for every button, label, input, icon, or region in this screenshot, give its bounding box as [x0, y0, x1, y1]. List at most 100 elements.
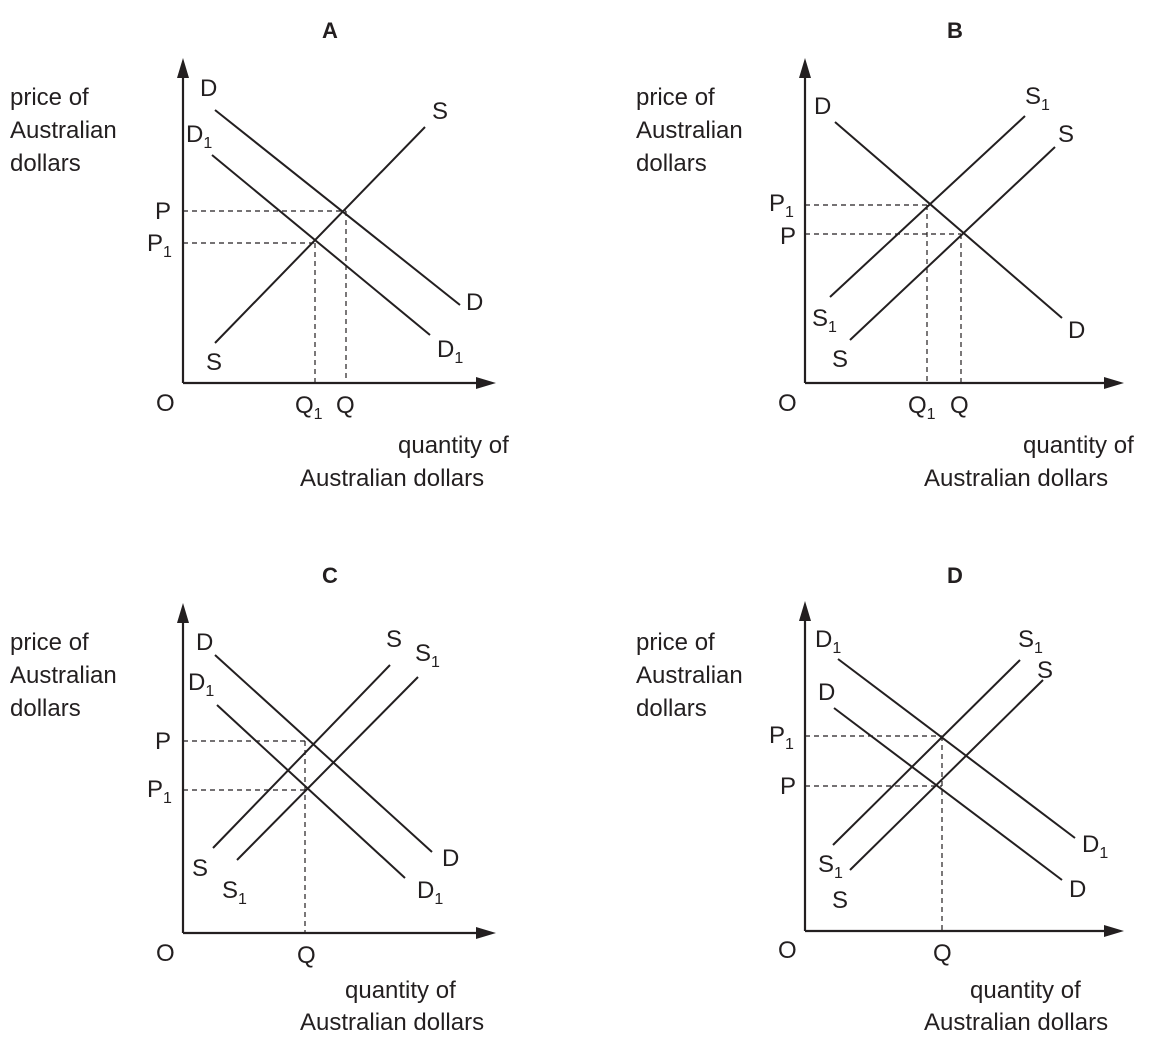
- supply-s1-start-label: S1: [818, 851, 843, 882]
- demand-d-end-label: D: [466, 289, 483, 316]
- panel-a: A price of Australian dollars O D D D1 D…: [10, 18, 509, 492]
- panel-title: C: [322, 563, 338, 588]
- y-axis-label-line-3: dollars: [636, 150, 707, 177]
- supply-s-start-label: S: [206, 349, 222, 376]
- demand-d1-end-label: D1: [417, 877, 443, 908]
- demand-d1-end-label: D1: [1082, 831, 1108, 862]
- price-label-p: P: [780, 773, 796, 800]
- supply-s-end-label: S: [1058, 121, 1074, 148]
- supply-curve-s1: [832, 659, 1021, 846]
- price-label-p1: P1: [147, 776, 172, 807]
- demand-d-start-label: D: [818, 679, 835, 706]
- supply-s1-end-label: S1: [1018, 626, 1043, 657]
- demand-curve-d: [214, 654, 433, 853]
- supply-s-start-label: S: [192, 855, 208, 882]
- origin-label: O: [156, 940, 175, 967]
- panel-title: B: [947, 18, 963, 43]
- y-axis-arrowhead: [177, 58, 189, 78]
- y-axis-label-line-1: price of: [636, 84, 715, 111]
- quantity-label-q1: Q1: [908, 392, 936, 423]
- y-axis-label-line-2: Australian: [636, 662, 743, 689]
- axes: [177, 58, 496, 389]
- supply-curve-s: [214, 126, 426, 344]
- price-label-p: P: [780, 223, 796, 250]
- x-axis-arrowhead: [476, 377, 496, 389]
- demand-curve-d: [214, 109, 461, 306]
- demand-d-end-label: D: [1069, 876, 1086, 903]
- axes: [799, 601, 1124, 937]
- demand-curve-d: [834, 121, 1063, 319]
- demand-d1-start-label: D1: [186, 121, 212, 152]
- quantity-label-q1: Q1: [295, 392, 323, 423]
- supply-s-start-label: S: [832, 887, 848, 914]
- panel-b: B price of Australian dollars O D D S1 S…: [636, 18, 1134, 492]
- supply-s-end-label: S: [432, 98, 448, 125]
- x-axis-label-line-2: Australian dollars: [924, 1009, 1108, 1036]
- demand-curve-d1: [837, 658, 1076, 839]
- quantity-label-q: Q: [933, 940, 952, 967]
- y-axis-label-line-3: dollars: [10, 695, 81, 722]
- y-axis-arrowhead: [799, 601, 811, 621]
- x-axis-label-line-2: Australian dollars: [924, 465, 1108, 492]
- y-axis-label-line-1: price of: [636, 629, 715, 656]
- price-label-p1: P1: [147, 230, 172, 261]
- demand-curve-d1: [211, 154, 431, 336]
- panel-d: D price of Australian dollars O D1 D1 D …: [636, 563, 1124, 1036]
- y-axis-label-line-1: price of: [10, 84, 89, 111]
- supply-curve-s: [212, 664, 391, 849]
- x-axis-label-line-1: quantity of: [345, 977, 456, 1004]
- y-axis-label-line-2: Australian: [10, 117, 117, 144]
- quantity-label-q: Q: [297, 942, 316, 969]
- x-axis-arrowhead: [1104, 377, 1124, 389]
- price-label-p: P: [155, 198, 171, 225]
- x-axis-arrowhead: [1104, 925, 1124, 937]
- x-axis-arrowhead: [476, 927, 496, 939]
- y-axis-label-line-2: Australian: [10, 662, 117, 689]
- x-axis-label-line-1: quantity of: [1023, 432, 1134, 459]
- demand-d-start-label: D: [196, 629, 213, 656]
- price-label-p1: P1: [769, 190, 794, 221]
- supply-s-end-label: S: [1037, 657, 1053, 684]
- axes: [799, 58, 1124, 389]
- demand-d1-start-label: D1: [815, 626, 841, 657]
- supply-s-start-label: S: [832, 346, 848, 373]
- demand-d1-start-label: D1: [188, 669, 214, 700]
- price-label-p1: P1: [769, 722, 794, 753]
- price-label-p: P: [155, 728, 171, 755]
- origin-label: O: [156, 390, 175, 417]
- quantity-label-q: Q: [336, 392, 355, 419]
- supply-s1-end-label: S1: [1025, 83, 1050, 114]
- panel-title: D: [947, 563, 963, 588]
- panel-c: C price of Australian dollars O D D D1 D…: [10, 563, 496, 1036]
- demand-curve-d1: [216, 704, 406, 879]
- demand-d-end-label: D: [1068, 317, 1085, 344]
- y-axis-label-line-2: Australian: [636, 117, 743, 144]
- demand-curve-d: [833, 707, 1063, 881]
- y-axis-arrowhead: [177, 603, 189, 623]
- demand-d1-end-label: D1: [437, 336, 463, 367]
- demand-d-start-label: D: [200, 75, 217, 102]
- supply-curve-s: [849, 146, 1056, 341]
- x-axis-label-line-2: Australian dollars: [300, 1009, 484, 1036]
- supply-curve-s: [849, 679, 1044, 871]
- supply-s1-end-label: S1: [415, 640, 440, 671]
- y-axis-label-line-3: dollars: [636, 695, 707, 722]
- supply-s1-start-label: S1: [812, 305, 837, 336]
- y-axis-label-line-3: dollars: [10, 150, 81, 177]
- axes: [177, 603, 496, 939]
- origin-label: O: [778, 390, 797, 417]
- quantity-label-q: Q: [950, 392, 969, 419]
- x-axis-label-line-1: quantity of: [970, 977, 1081, 1004]
- supply-s-end-label: S: [386, 626, 402, 653]
- origin-label: O: [778, 937, 797, 964]
- y-axis-arrowhead: [799, 58, 811, 78]
- y-axis-label-line-1: price of: [10, 629, 89, 656]
- x-axis-label-line-2: Australian dollars: [300, 465, 484, 492]
- supply-s1-start-label: S1: [222, 877, 247, 908]
- panel-title: A: [322, 18, 338, 43]
- demand-d-end-label: D: [442, 845, 459, 872]
- x-axis-label-line-1: quantity of: [398, 432, 509, 459]
- demand-d-start-label: D: [814, 93, 831, 120]
- supply-curve-s1: [236, 676, 419, 861]
